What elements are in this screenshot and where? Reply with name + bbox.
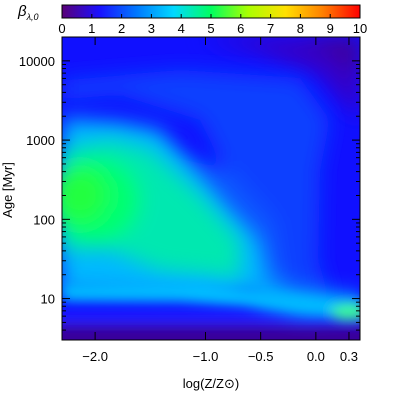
heatmap-top-dark-region xyxy=(200,37,360,120)
heatmap-bottom-dark-band xyxy=(62,316,360,340)
colorbar-tick-label: 2 xyxy=(118,21,125,36)
x-axis: −2.0 −1.0 −0.5 0.0 0.3 xyxy=(82,37,358,364)
colorbar-tick-label: 7 xyxy=(267,21,274,36)
colorbar: βλ,0 0 1 2 3 4 5 6 7 8 9 10 xyxy=(17,3,367,36)
x-tick-label: −2.0 xyxy=(82,349,108,364)
colorbar-tick-label: 9 xyxy=(327,21,334,36)
x-tick-label: 0.0 xyxy=(307,349,325,364)
colorbar-tick-label: 8 xyxy=(297,21,304,36)
y-tick-label: 10000 xyxy=(19,54,55,69)
y-axis: 10 100 1000 10000 xyxy=(19,36,360,341)
y-tick-label: 10 xyxy=(41,292,55,307)
y-tick-label: 100 xyxy=(33,212,55,227)
colorbar-tick-label: 10 xyxy=(353,21,367,36)
y-tick-label: 1000 xyxy=(26,133,55,148)
heatmap-field xyxy=(62,37,360,340)
x-axis-label: log(Z/Z⊙) xyxy=(183,376,239,391)
heatmap-green-core xyxy=(62,140,240,278)
x-tick-label: 0.3 xyxy=(340,349,358,364)
y-axis-label: Age [Myr] xyxy=(0,162,15,218)
colorbar-tick-label: 5 xyxy=(207,21,214,36)
x-tick-label: −1.0 xyxy=(193,349,219,364)
colorbar-tick-label: 3 xyxy=(148,21,155,36)
colorbar-tick-label: 6 xyxy=(237,21,244,36)
colorbar-tick-label: 1 xyxy=(88,21,95,36)
colorbar-label: βλ,0 xyxy=(17,3,39,22)
colorbar-tick-label: 0 xyxy=(58,21,65,36)
plot-frame xyxy=(61,36,361,341)
heatmap-young-ridge xyxy=(62,282,360,320)
colorbar-tick-label: 4 xyxy=(178,21,185,36)
x-tick-label: −0.5 xyxy=(248,349,274,364)
colorbar-ticks: 0 1 2 3 4 5 6 7 8 9 10 xyxy=(58,14,367,36)
